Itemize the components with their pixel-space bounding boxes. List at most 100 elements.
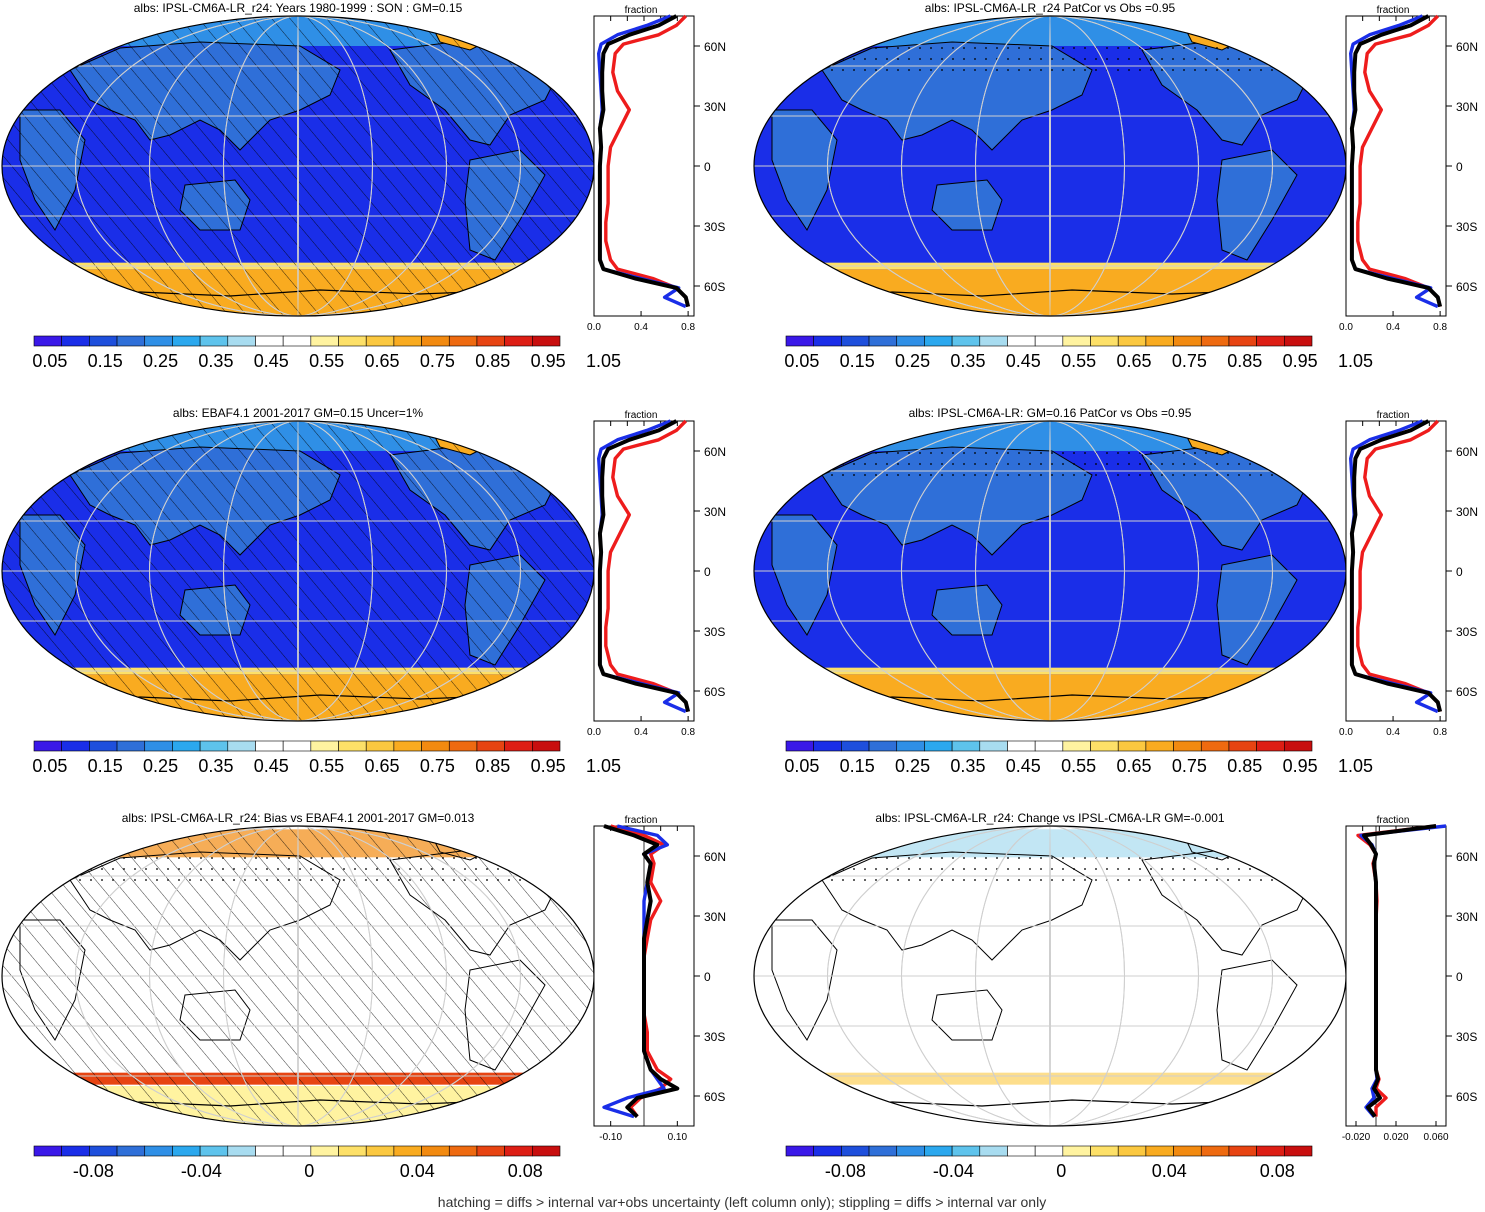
colorbar-swatch xyxy=(532,1145,561,1157)
colorbar-swatch xyxy=(255,1145,284,1157)
colorbar-label: 0.15 xyxy=(88,756,123,776)
colorbar: 0.05 0.15 0.25 0.35 0.45 0.55 0.65 0.75 0.85 0.95… xyxy=(32,335,621,371)
profile-x-tick-label: 0.4 xyxy=(634,727,648,738)
graticule-meridian xyxy=(149,16,447,316)
colorbar-swatch xyxy=(1228,740,1257,752)
colorbar-label: 0.15 xyxy=(88,351,123,371)
continent-south-america xyxy=(1216,959,1298,1071)
colorbar-label: 1.05 xyxy=(586,351,621,371)
colorbar-swatch xyxy=(1256,740,1285,752)
colorbar-swatch xyxy=(144,1145,173,1157)
graticule-meridian xyxy=(1049,421,1051,721)
map-area xyxy=(2,421,594,721)
profile-x-tick-label: 0.4 xyxy=(634,322,648,333)
colorbar-label: 0.05 xyxy=(784,351,819,371)
map-area xyxy=(2,826,594,1126)
colorbar-swatch xyxy=(1034,1145,1064,1157)
colorbar-swatch xyxy=(1173,740,1202,752)
colorbar-label: 0.25 xyxy=(895,756,930,776)
colorbar-label: 0.05 xyxy=(32,351,67,371)
profile-frame xyxy=(593,420,695,722)
graticule-meridian xyxy=(149,826,447,1126)
caption-text: hatching = diffs > internal var+obs unce… xyxy=(438,1194,1046,1210)
colorbar-swatch xyxy=(504,740,533,752)
lat-tick-label: 30S xyxy=(704,220,725,234)
graticule-meridian xyxy=(827,16,1273,316)
colorbar-label: 0.65 xyxy=(365,351,400,371)
colorbar-label: 0.55 xyxy=(1061,351,1096,371)
colorbar-swatch xyxy=(61,740,90,752)
hatching-overlay xyxy=(2,16,594,316)
lat-tick-label: 30N xyxy=(1456,910,1478,924)
colorbar: 0.05 0.15 0.25 0.35 0.45 0.55 0.65 0.75 0.85 0.95… xyxy=(784,740,1373,776)
colorbar-label: 0.85 xyxy=(475,351,510,371)
colorbar-label: 0.75 xyxy=(1172,351,1207,371)
zonal-profile: fraction 60N 30N 0 30S 60S 0.0 0.4 0.8 xyxy=(1339,410,1478,738)
colorbar-swatch xyxy=(785,335,814,347)
panel-6: albs: IPSL-CM6A-LR_r24: Change vs IPSL-C… xyxy=(753,811,1478,1181)
colorbar-swatch xyxy=(1034,740,1064,752)
colorbar-label: 0.55 xyxy=(309,756,344,776)
profile-series-red xyxy=(1356,14,1442,308)
colorbar-swatch xyxy=(979,1145,1008,1157)
continent-africa xyxy=(771,109,838,231)
colorbar-swatch xyxy=(1145,335,1174,347)
continent-south-america xyxy=(1216,554,1298,666)
colorbar-label: 0.95 xyxy=(531,351,566,371)
profile-x-tick-label: 0.020 xyxy=(1383,1132,1408,1143)
lat-tick-label: 60S xyxy=(1456,280,1477,294)
colorbar-swatch xyxy=(1284,1145,1313,1157)
colorbar-swatch xyxy=(1062,1145,1091,1157)
antarctic-band xyxy=(754,1086,1346,1126)
panel-title: albs: IPSL-CM6A-LR_r24: Bias vs EBAF4.1 … xyxy=(122,811,475,825)
colorbar-swatch xyxy=(33,740,62,752)
profile-xlabel: fraction xyxy=(1377,410,1410,421)
graticule-meridian xyxy=(901,421,1199,721)
colorbar-swatch xyxy=(1200,335,1230,347)
lat-tick-label: 60N xyxy=(1456,850,1478,864)
panel-title: albs: IPSL-CM6A-LR_r24: Change vs IPSL-C… xyxy=(875,811,1224,825)
colorbar-label: 0.35 xyxy=(950,756,985,776)
colorbar-swatch xyxy=(1256,1145,1285,1157)
colorbar-label: 0.95 xyxy=(531,756,566,776)
colorbar-swatch xyxy=(813,1145,842,1157)
profile-series-black xyxy=(1362,824,1437,1118)
colorbar-swatch xyxy=(504,1145,533,1157)
colorbar-swatch xyxy=(1062,740,1091,752)
panel-title: albs: IPSL-CM6A-LR_r24 PatCor vs Obs =0.… xyxy=(925,1,1176,15)
lat-tick-label: 60S xyxy=(704,1090,725,1104)
lat-tick-label: 30S xyxy=(1456,220,1477,234)
panel-5: albs: IPSL-CM6A-LR_r24: Bias vs EBAF4.1 … xyxy=(1,811,726,1181)
colorbar-swatch xyxy=(532,335,561,347)
lat-tick-label: 0 xyxy=(704,160,711,174)
profile-x-tick-label: 0.8 xyxy=(681,727,695,738)
lat-tick-label: 30N xyxy=(704,100,726,114)
graticule-meridian xyxy=(297,421,299,721)
colorbar-label: 0.35 xyxy=(198,351,233,371)
colorbar-swatch xyxy=(1117,1145,1147,1157)
lat-tick-label: 60N xyxy=(1456,40,1478,54)
colorbar-swatch xyxy=(282,1145,312,1157)
colorbar-swatch xyxy=(1090,1145,1119,1157)
colorbar-label: 0.08 xyxy=(1260,1161,1295,1181)
colorbar-swatch xyxy=(532,740,561,752)
continent-australia xyxy=(931,584,1003,636)
colorbar-swatch xyxy=(172,740,201,752)
zonal-profile: fraction 60N 30N 0 30S 60S -0.020 0.020 0.060 xyxy=(1342,815,1478,1143)
lat-tick-label: 0 xyxy=(704,565,711,579)
profile-x-tick-label: 0.0 xyxy=(1339,727,1353,738)
colorbar-label: 0 xyxy=(304,1161,314,1181)
colorbar-swatch xyxy=(1173,1145,1202,1157)
graticule-meridian xyxy=(75,826,521,1126)
colorbar-swatch xyxy=(813,740,842,752)
profile-series-black xyxy=(603,824,680,1119)
graticule-meridian xyxy=(223,421,373,721)
colorbar-swatch xyxy=(365,335,395,347)
colorbar: 0.05 0.15 0.25 0.35 0.45 0.55 0.65 0.75 0.85 0.95… xyxy=(784,335,1373,371)
colorbar-swatch xyxy=(476,1145,505,1157)
colorbar-swatch xyxy=(199,740,229,752)
profile-x-tick-label: -0.10 xyxy=(599,1132,622,1143)
colorbar-swatch xyxy=(448,1145,478,1157)
colorbar-swatch xyxy=(421,1145,450,1157)
colorbar-swatch xyxy=(421,335,450,347)
